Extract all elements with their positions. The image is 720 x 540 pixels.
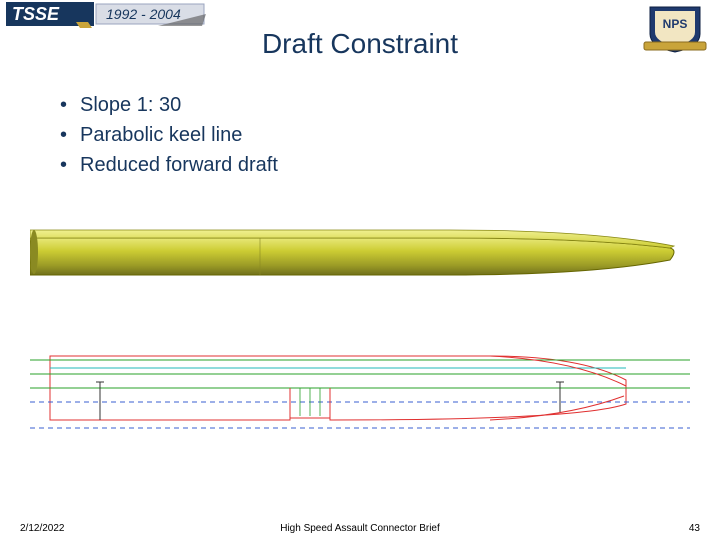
bow-keel-curve: [490, 396, 624, 420]
footer-title: High Speed Assault Connector Brief: [0, 523, 720, 534]
hull-3d-render: [30, 220, 690, 300]
hull-lines-drawing: [30, 330, 690, 450]
footer: 2/12/2022 High Speed Assault Connector B…: [0, 514, 720, 534]
bullet-item: Reduced forward draft: [60, 150, 278, 180]
bullet-item: Slope 1: 30: [60, 90, 278, 120]
tsse-years: 1992 - 2004: [106, 6, 181, 22]
page-title: Draft Constraint: [0, 28, 720, 60]
bullet-item: Parabolic keel line: [60, 120, 278, 150]
bullet-list: Slope 1: 30 Parabolic keel line Reduced …: [60, 90, 278, 180]
tsse-text: TSSE: [12, 4, 60, 24]
tsse-logo: TSSE 1992 - 2004: [6, 2, 206, 30]
footer-page-number: 43: [689, 523, 700, 534]
